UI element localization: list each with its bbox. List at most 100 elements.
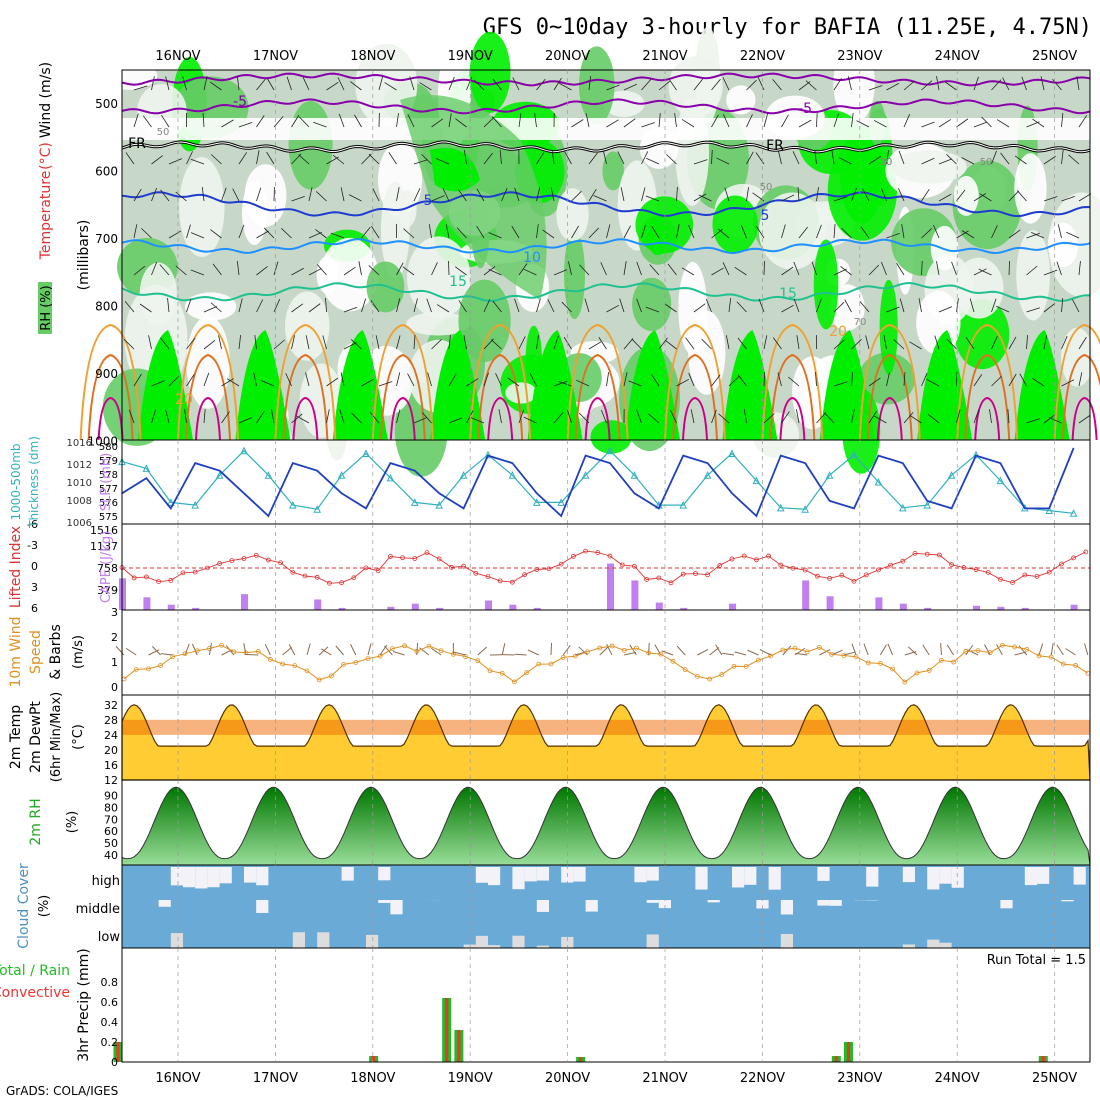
wind-barb bbox=[291, 335, 295, 350]
cloud-high-clear bbox=[536, 867, 549, 881]
wind-barb bbox=[956, 118, 969, 128]
date-label-top: 16NOV bbox=[155, 49, 200, 64]
wind-barb bbox=[542, 229, 555, 239]
wind-barb bbox=[273, 116, 284, 128]
wind-barb bbox=[431, 195, 445, 202]
wind-barb bbox=[273, 339, 285, 350]
wind-barb bbox=[886, 306, 900, 313]
temp-contour-25 bbox=[282, 353, 329, 441]
wind-barb bbox=[1066, 231, 1080, 239]
wind-barb bbox=[756, 226, 765, 239]
wind-speed-marker bbox=[670, 658, 676, 664]
wind-barb bbox=[316, 191, 327, 202]
wind-barb-10m bbox=[367, 643, 372, 656]
li-line bbox=[121, 550, 1086, 584]
wind-barb-10m bbox=[599, 646, 609, 656]
wind-barb bbox=[641, 79, 652, 91]
wind-barb-10m bbox=[1038, 643, 1044, 656]
cloud-high-clear bbox=[634, 867, 647, 883]
wind-barb bbox=[308, 232, 322, 239]
wind-barb bbox=[325, 298, 327, 313]
cloud-high-clear bbox=[744, 867, 757, 885]
wind-barb-10m bbox=[759, 649, 771, 656]
wind-barb bbox=[396, 335, 401, 350]
wind-barb bbox=[796, 409, 800, 424]
wind-barb bbox=[921, 80, 933, 91]
thickness-marker bbox=[947, 471, 956, 479]
wind-barb bbox=[777, 150, 782, 165]
wind-barb bbox=[938, 193, 952, 202]
temp-contour-minus5-upper bbox=[121, 72, 1091, 87]
date-label-bottom: 17NOV bbox=[253, 1071, 298, 1086]
contour-label: 30 bbox=[880, 157, 893, 168]
cloud-low-clear bbox=[366, 934, 379, 948]
wind-barb bbox=[483, 299, 491, 313]
cloud-high-clear bbox=[866, 867, 879, 887]
rh-legend-swatch bbox=[38, 282, 52, 334]
thickness-marker bbox=[191, 501, 200, 509]
wind-speed-marker bbox=[158, 663, 164, 668]
wind-barb bbox=[536, 298, 541, 313]
pressure-tick: 600 bbox=[95, 165, 118, 179]
temp-contour-30 bbox=[195, 396, 221, 441]
wind-barb-10m bbox=[430, 647, 442, 656]
wind-barb bbox=[896, 262, 905, 276]
thickness-marker bbox=[386, 473, 395, 482]
wind-barb bbox=[1026, 335, 1028, 350]
wind-barb bbox=[470, 417, 485, 424]
rh-contour-fill bbox=[179, 157, 225, 257]
wind-barb bbox=[1008, 373, 1017, 387]
wind-speed-marker bbox=[902, 679, 908, 685]
wind-barb bbox=[445, 224, 450, 239]
wind-barb-10m bbox=[922, 644, 930, 656]
wind-barb bbox=[343, 342, 357, 350]
wind-barb bbox=[523, 268, 537, 276]
wind-barb bbox=[291, 413, 303, 424]
date-label-top: 19NOV bbox=[448, 49, 493, 64]
wind-barb bbox=[666, 154, 677, 165]
thickness-marker bbox=[972, 450, 980, 459]
wind-barb bbox=[651, 225, 660, 239]
wind-barb bbox=[824, 412, 835, 424]
wind-barb bbox=[816, 298, 822, 313]
wind-barb bbox=[927, 413, 940, 424]
date-label-top: 20NOV bbox=[545, 49, 590, 64]
wind-barb bbox=[711, 78, 721, 91]
cape-bar bbox=[802, 580, 810, 610]
rh-contour-fill bbox=[380, 181, 410, 278]
wind-barb bbox=[956, 230, 969, 239]
cape-tick: 758 bbox=[97, 562, 118, 575]
wind-barb bbox=[921, 189, 930, 202]
wind-barb bbox=[159, 264, 170, 276]
wind-barb bbox=[561, 301, 572, 313]
wind-barb bbox=[833, 224, 836, 239]
cloud-unit-label: (%) bbox=[37, 895, 52, 918]
cape-tick: 1516 bbox=[90, 524, 118, 537]
cloud-high-clear bbox=[732, 867, 745, 888]
li-marker bbox=[473, 570, 479, 576]
temp-contour-20 bbox=[371, 323, 434, 441]
rh-contour-fill bbox=[792, 356, 834, 430]
li-marker bbox=[1083, 549, 1089, 555]
wind-speed-marker bbox=[219, 642, 225, 648]
wind-barb bbox=[736, 301, 747, 313]
thickness-axis-label: 1000-500mb bbox=[9, 443, 23, 520]
date-label-bottom: 22NOV bbox=[740, 1071, 785, 1086]
rh2m-unit-label: (%) bbox=[65, 811, 80, 834]
wind-barb bbox=[396, 113, 399, 128]
rh2m-tick: 70 bbox=[104, 813, 118, 826]
precip-conv-bar bbox=[457, 1030, 461, 1062]
wind-barb bbox=[1043, 335, 1048, 350]
wind-barb bbox=[606, 119, 619, 128]
wind-barb bbox=[797, 187, 800, 202]
temp-contour-30 bbox=[876, 396, 903, 441]
wind-barb bbox=[160, 337, 170, 350]
wind-barb bbox=[476, 225, 485, 239]
wind-barb bbox=[606, 84, 620, 91]
wind-barb bbox=[263, 227, 275, 239]
wind-barb bbox=[711, 374, 721, 387]
wind-barb bbox=[402, 266, 415, 276]
wind-barb bbox=[588, 188, 597, 202]
temp-fill bbox=[122, 704, 1090, 780]
wind-barb bbox=[210, 154, 222, 165]
